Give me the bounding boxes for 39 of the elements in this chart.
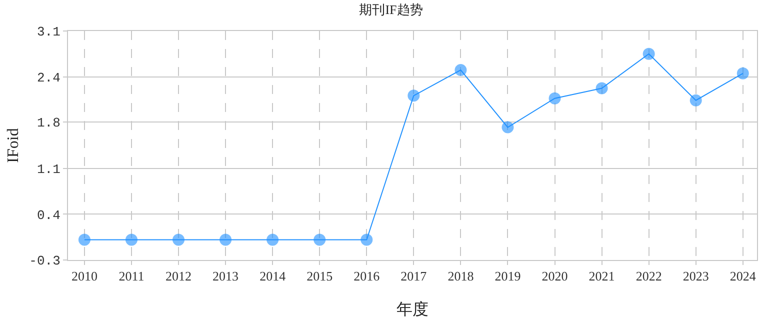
point [125, 234, 138, 246]
y-tick-label: 1.1 [36, 162, 61, 177]
point [314, 234, 326, 246]
x-tick-label: 2012 [166, 268, 192, 284]
x-tick-label: 2019 [494, 268, 521, 284]
point [690, 94, 702, 106]
point [502, 121, 514, 134]
y-tick-label: -0.3 [29, 254, 60, 269]
point [454, 64, 467, 76]
point [642, 48, 655, 60]
x-tick-label: 2016 [354, 268, 380, 284]
chart-title: 期刊IF趋势 [359, 2, 423, 18]
x-tick-label: 2024 [730, 268, 756, 284]
x-tick-label: 2023 [682, 268, 709, 284]
point [78, 234, 90, 246]
point [220, 234, 232, 246]
y-tick-label: 1.8 [36, 115, 60, 130]
y-tick-label: 2.4 [36, 70, 61, 86]
point [408, 90, 420, 102]
point [172, 234, 185, 246]
x-tick-label: 2017 [400, 268, 428, 284]
x-tick-label: 2020 [542, 268, 568, 284]
x-tick-label: 2011 [118, 268, 144, 284]
x-tick-label: 2021 [588, 268, 615, 284]
x-tick-label: 2015 [306, 268, 333, 284]
x-tick-label: 2022 [636, 268, 662, 284]
y-tick-label: 0.4 [36, 208, 61, 223]
point [360, 234, 373, 246]
point [266, 234, 279, 246]
point [736, 67, 749, 80]
point [548, 92, 561, 104]
y-tick-label: 3.1 [36, 24, 61, 40]
y-axis-title: IFoid [5, 128, 22, 163]
x-tick-label: 2010 [71, 268, 98, 284]
x-tick-label: 2013 [212, 268, 239, 284]
point [596, 82, 608, 94]
x-axis-title: 年度 [396, 300, 428, 318]
x-tick-label: 2014 [260, 268, 286, 284]
x-tick-label: 2018 [448, 268, 474, 284]
